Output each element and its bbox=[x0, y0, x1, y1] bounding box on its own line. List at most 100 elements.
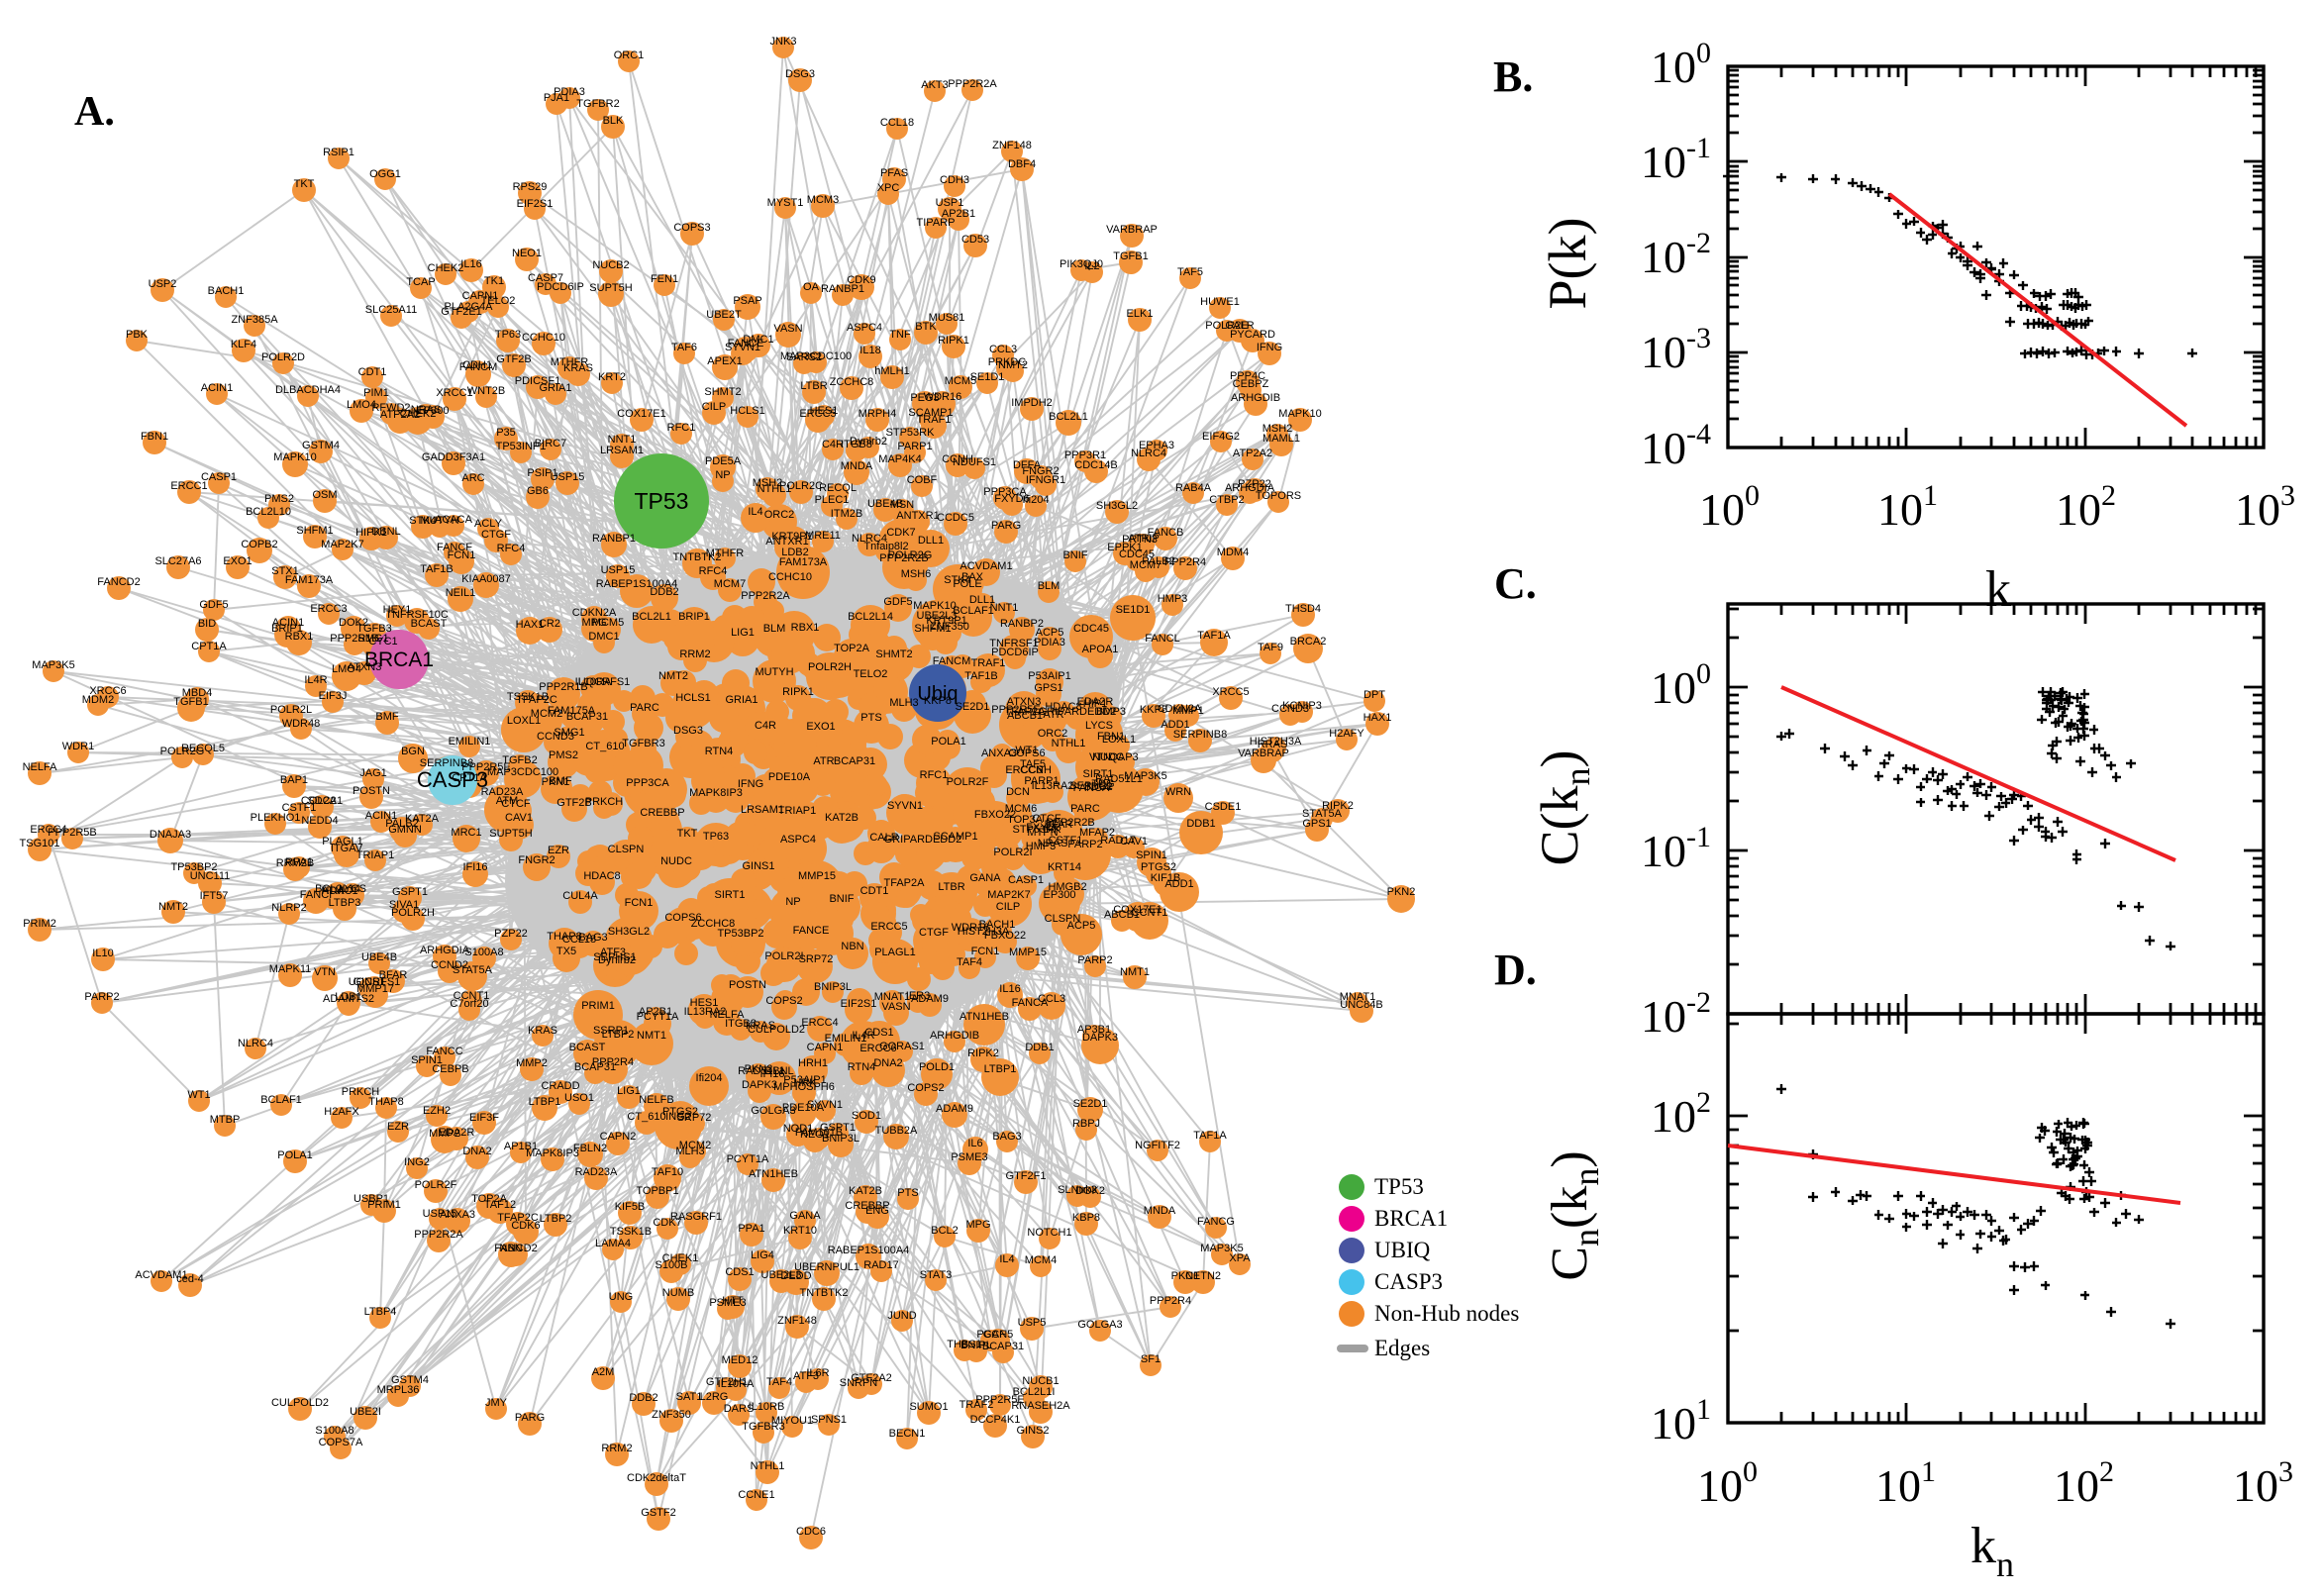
svg-text:ERCC4: ERCC4 bbox=[30, 824, 66, 836]
svg-text:STP53RK: STP53RK bbox=[1013, 824, 1062, 836]
svg-text:UQCRFS1: UQCRFS1 bbox=[578, 676, 631, 688]
svg-text:CDC6: CDC6 bbox=[796, 1526, 826, 1538]
svg-text:TAF12: TAF12 bbox=[484, 1199, 516, 1211]
svg-text:CETN2: CETN2 bbox=[1185, 1270, 1221, 1282]
svg-text:APOA1: APOA1 bbox=[1082, 644, 1119, 655]
svg-text:ARC: ARC bbox=[461, 472, 484, 484]
svg-text:SUMO1: SUMO1 bbox=[909, 1401, 948, 1413]
svg-text:HDAC8: HDAC8 bbox=[583, 870, 620, 882]
svg-text:RAD17: RAD17 bbox=[1100, 835, 1135, 847]
svg-text:MUS81: MUS81 bbox=[929, 312, 965, 324]
svg-text:TRAF1: TRAF1 bbox=[971, 657, 1006, 669]
svg-text:GTF2E1: GTF2E1 bbox=[441, 306, 482, 318]
svg-text:PRIM1: PRIM1 bbox=[367, 1199, 401, 1211]
svg-text:PDE5A: PDE5A bbox=[705, 455, 742, 467]
svg-text:UQCRFS1: UQCRFS1 bbox=[349, 976, 401, 988]
svg-text:NLRP2: NLRP2 bbox=[271, 902, 306, 914]
svg-text:RIPK2: RIPK2 bbox=[967, 1047, 999, 1059]
svg-text:LTBP2: LTBP2 bbox=[540, 1213, 572, 1225]
svg-text:FXYD6: FXYD6 bbox=[994, 493, 1029, 505]
svg-text:MMP15: MMP15 bbox=[798, 870, 836, 882]
svg-text:COX17E1: COX17E1 bbox=[617, 408, 666, 420]
svg-text:MTBP: MTBP bbox=[210, 1114, 241, 1126]
svg-text:P(k): P(k) bbox=[1538, 218, 1597, 310]
svg-text:CT_610: CT_610 bbox=[627, 1111, 665, 1123]
svg-text:BRCA2: BRCA2 bbox=[1290, 636, 1327, 648]
svg-text:PDIA3: PDIA3 bbox=[1034, 637, 1065, 648]
svg-text:LTBR: LTBR bbox=[800, 380, 827, 392]
svg-text:C4R: C4R bbox=[822, 439, 844, 450]
svg-text:MAML1: MAML1 bbox=[1262, 433, 1300, 445]
svg-text:GPS1: GPS1 bbox=[1034, 682, 1062, 694]
svg-text:LOXL1: LOXL1 bbox=[1102, 734, 1136, 746]
svg-text:GANA: GANA bbox=[969, 872, 1001, 884]
svg-text:ACIN1: ACIN1 bbox=[365, 810, 397, 822]
svg-text:MPG: MPG bbox=[965, 1219, 990, 1231]
svg-text:CCNT1: CCNT1 bbox=[454, 990, 490, 1002]
svg-text:RRAS: RRAS bbox=[1258, 739, 1288, 750]
svg-text:POLR2G: POLR2G bbox=[160, 746, 205, 757]
svg-text:USP1: USP1 bbox=[936, 197, 964, 209]
svg-text:MCM4: MCM4 bbox=[1025, 1254, 1057, 1266]
svg-text:TP63: TP63 bbox=[495, 329, 521, 341]
svg-text:kn: kn bbox=[1970, 1518, 2014, 1584]
svg-text:PDCD6IP: PDCD6IP bbox=[537, 281, 584, 293]
svg-text:FANCL: FANCL bbox=[1145, 633, 1179, 645]
svg-text:KIF1B: KIF1B bbox=[1151, 872, 1181, 884]
svg-text:PIM1: PIM1 bbox=[363, 387, 389, 399]
svg-text:UBE2L3: UBE2L3 bbox=[917, 610, 958, 622]
svg-text:CYC1: CYC1 bbox=[368, 636, 397, 648]
svg-text:KRT14: KRT14 bbox=[1048, 861, 1081, 873]
svg-text:CDK9: CDK9 bbox=[847, 274, 875, 286]
svg-text:HDAC1: HDAC1 bbox=[321, 885, 357, 897]
svg-text:SDC2: SDC2 bbox=[307, 795, 336, 807]
svg-text:GRIPARDEDD2: GRIPARDEDD2 bbox=[1039, 706, 1117, 718]
svg-text:EPPK1: EPPK1 bbox=[1107, 542, 1142, 553]
svg-text:KRT10: KRT10 bbox=[783, 1225, 817, 1237]
svg-text:MAPK10: MAPK10 bbox=[1278, 408, 1321, 420]
svg-text:IFNG: IFNG bbox=[738, 778, 763, 790]
svg-text:SIRT1: SIRT1 bbox=[715, 889, 746, 901]
svg-text:Tnfaip8l2: Tnfaip8l2 bbox=[863, 541, 908, 552]
svg-text:SIVA1: SIVA1 bbox=[389, 899, 419, 911]
svg-text:FBN1: FBN1 bbox=[1097, 731, 1125, 743]
svg-text:IL4: IL4 bbox=[748, 506, 762, 518]
svg-text:TGFB2: TGFB2 bbox=[502, 754, 537, 766]
svg-text:ACIN1: ACIN1 bbox=[201, 382, 233, 394]
svg-text:LIG1: LIG1 bbox=[617, 1085, 641, 1097]
svg-text:FBXO22: FBXO22 bbox=[974, 809, 1016, 821]
svg-text:PTGS2: PTGS2 bbox=[662, 1106, 698, 1118]
svg-text:NMT2: NMT2 bbox=[158, 901, 188, 913]
svg-text:DEDD: DEDD bbox=[780, 1270, 811, 1282]
svg-text:GINS2: GINS2 bbox=[1016, 1425, 1049, 1437]
svg-text:EP300: EP300 bbox=[1043, 889, 1075, 901]
svg-text:ZNF148: ZNF148 bbox=[777, 1315, 817, 1327]
svg-text:STK4: STK4 bbox=[409, 515, 437, 527]
svg-text:RECQL: RECQL bbox=[819, 482, 857, 494]
svg-text:PPP3CA: PPP3CA bbox=[626, 777, 669, 789]
svg-text:SNRPN: SNRPN bbox=[840, 1377, 878, 1389]
svg-text:NUDC: NUDC bbox=[660, 855, 692, 867]
svg-text:RAD23A: RAD23A bbox=[575, 1166, 618, 1178]
svg-text:TUBB2A: TUBB2A bbox=[875, 1125, 918, 1137]
svg-text:SMG1: SMG1 bbox=[357, 633, 388, 645]
svg-text:FCN1: FCN1 bbox=[625, 897, 654, 909]
svg-text:DPT: DPT bbox=[1364, 689, 1385, 701]
svg-text:CCHC10: CCHC10 bbox=[522, 332, 565, 344]
svg-text:NNT1: NNT1 bbox=[990, 602, 1019, 614]
svg-text:FANCM: FANCM bbox=[933, 655, 971, 667]
svg-text:NUDC: NUDC bbox=[1092, 751, 1124, 763]
svg-text:COPB2: COPB2 bbox=[241, 539, 277, 550]
svg-text:HCLS1: HCLS1 bbox=[730, 405, 764, 417]
svg-text:MIYOU1: MIYOU1 bbox=[771, 1415, 813, 1427]
svg-text:k: k bbox=[1985, 561, 2011, 618]
svg-text:PLA2G4A: PLA2G4A bbox=[445, 301, 494, 313]
svg-text:NUCB1: NUCB1 bbox=[1022, 1375, 1059, 1387]
svg-text:Ifi204: Ifi204 bbox=[1023, 494, 1050, 506]
svg-text:FCN1: FCN1 bbox=[448, 549, 476, 561]
svg-text:MMP15: MMP15 bbox=[1009, 947, 1047, 958]
svg-text:BACH1: BACH1 bbox=[979, 919, 1016, 931]
svg-text:DOK2: DOK2 bbox=[339, 617, 368, 629]
svg-text:BRCA1: BRCA1 bbox=[1374, 1206, 1448, 1231]
svg-text:TGFB3: TGFB3 bbox=[356, 623, 391, 635]
